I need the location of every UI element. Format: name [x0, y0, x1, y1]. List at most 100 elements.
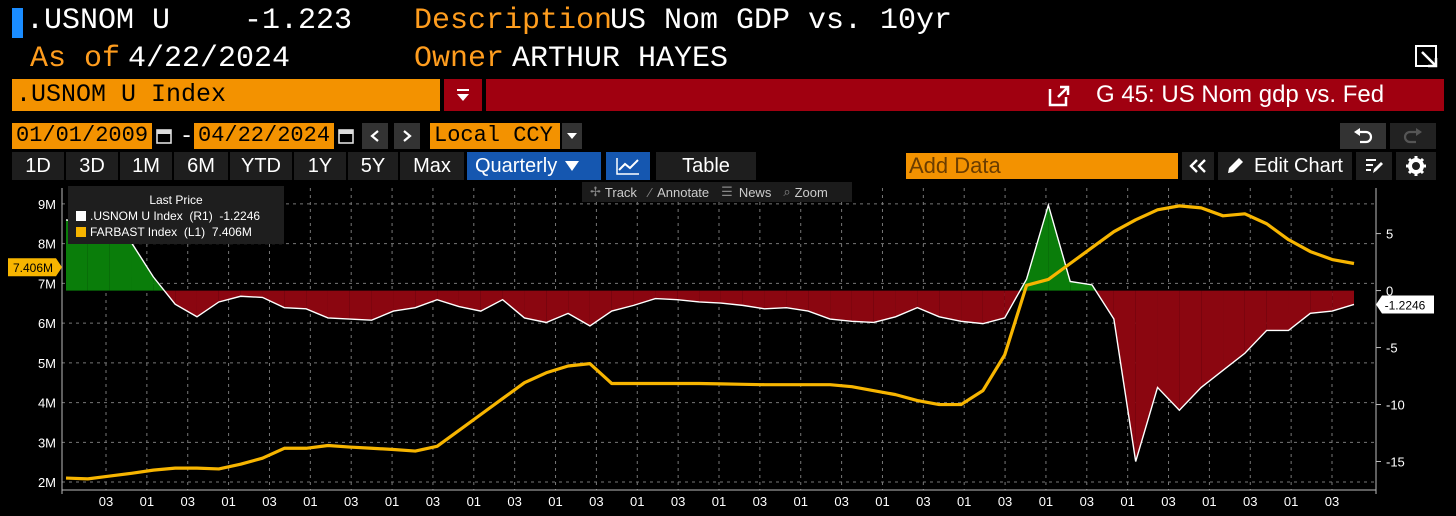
undo-button[interactable] [1340, 123, 1386, 149]
description-label: Description [414, 4, 613, 38]
negative-area [1135, 290, 1158, 462]
x-tick-label: 01 [875, 494, 889, 509]
right-tick-label: -15 [1386, 455, 1405, 470]
positive-area [131, 242, 154, 291]
owner-value: ARTHUR HAYES [512, 42, 729, 76]
left-axis: 9M 8M 7M 6M 5M 4M 3M 2M [38, 188, 63, 494]
negative-area [655, 290, 678, 300]
next-period-button[interactable] [394, 123, 420, 149]
negative-area [873, 290, 896, 323]
x-tick-label: 01 [467, 494, 481, 509]
period-1d-button[interactable]: 1D [12, 152, 64, 180]
gear-icon [1406, 156, 1426, 176]
news-icon: ☰ [721, 184, 733, 199]
negative-area [786, 290, 809, 312]
redo-icon [1403, 128, 1422, 144]
x-tick-label: 03 [834, 494, 848, 509]
x-tick-label: 01 [385, 494, 399, 509]
negative-area [939, 290, 962, 322]
left-tick-label: 6M [38, 316, 56, 331]
left-tick-label: 5M [38, 356, 56, 371]
farbast-last-tag [8, 258, 62, 277]
legend-title: Last Price [149, 193, 203, 207]
right-tick-label: 5 [1386, 227, 1393, 242]
x-tick-label: 01 [548, 494, 562, 509]
crosshair-icon: ✢ [590, 184, 601, 199]
undo-icon [1354, 128, 1373, 144]
table-button[interactable]: Table [656, 152, 756, 180]
positive-area [109, 230, 132, 291]
menu-caret-icon [457, 89, 469, 101]
tool-zoom[interactable]: Zoom [794, 184, 828, 200]
tool-news[interactable]: News [738, 184, 772, 200]
frequency-select[interactable]: Quarterly [467, 152, 601, 180]
x-tick-label: 03 [998, 494, 1012, 509]
negative-area [1266, 290, 1289, 331]
security-field[interactable]: .USNOM U Index [12, 79, 440, 111]
negative-area [764, 290, 787, 309]
period-3d-button[interactable]: 3D [66, 152, 118, 180]
pencil-icon [1228, 158, 1243, 173]
period-1m-button[interactable]: 1M [120, 152, 172, 180]
start-calendar-icon[interactable] [154, 126, 174, 146]
farbast-line [65, 204, 1355, 481]
period-6m-button[interactable]: 6M [174, 152, 228, 180]
prev-period-button[interactable] [362, 123, 388, 149]
legend-item-usnom: .USNOM U Index (R1) -1.2246 [90, 209, 261, 223]
security-dropdown-button[interactable] [444, 79, 482, 111]
chart-area[interactable]: 9M 8M 7M 6M 5M 4M 3M 2M 5 0 -5 -10 -15 03 01 03 01 03 01… [0, 182, 1456, 516]
end-date-input[interactable]: 04/22/2024 [194, 123, 334, 149]
usnom-last-tag [1376, 295, 1434, 314]
x-tick-label: 03 [1161, 494, 1175, 509]
line-chart-button[interactable] [606, 152, 650, 180]
chevron-left-icon [370, 130, 379, 142]
negative-area [1201, 290, 1224, 388]
tool-annotate[interactable]: Annotate [657, 184, 710, 200]
negative-area [677, 290, 700, 302]
farbast-last-value: 7.406M [13, 261, 53, 275]
frequency-label: Quarterly [475, 154, 558, 177]
negative-area [961, 290, 983, 324]
collapse-button[interactable] [1182, 152, 1214, 180]
add-data-placeholder: Add Data [909, 153, 1001, 178]
tool-track[interactable]: Track [604, 184, 637, 200]
chart-legend: Last Price .USNOM U Index (R1) -1.2246 F… [68, 186, 284, 244]
x-tick-label: 01 [1039, 494, 1053, 509]
x-tick-label: 01 [957, 494, 971, 509]
negative-area [218, 290, 241, 302]
x-tick-label: 01 [793, 494, 807, 509]
redo-button[interactable] [1390, 123, 1436, 149]
right-tick-label: 0 [1386, 284, 1393, 299]
negative-area [808, 290, 831, 320]
description-value: US Nom GDP vs. 10yr [610, 4, 953, 38]
x-tick-label: 03 [507, 494, 521, 509]
caret-down-icon [565, 161, 580, 171]
x-tick-label: 01 [1120, 494, 1134, 509]
undock-icon[interactable] [1414, 44, 1442, 72]
chart-title: G 45: US Nom gdp vs. Fed [1096, 81, 1385, 108]
as-of-date: 4/22/2024 [128, 42, 291, 76]
period-max-button[interactable]: Max [400, 152, 464, 180]
settings-button[interactable] [1396, 152, 1436, 180]
end-calendar-icon[interactable] [336, 126, 356, 146]
start-date-input[interactable]: 01/01/2009 [12, 123, 152, 149]
edit-chart-button[interactable]: Edit Chart [1218, 152, 1352, 180]
period-ytd-button[interactable]: YTD [230, 152, 292, 180]
period-1y-button[interactable]: 1Y [294, 152, 346, 180]
add-data-input[interactable]: Add Data [906, 153, 1178, 179]
security-indicator [12, 8, 23, 38]
currency-select[interactable]: Local CCY [430, 123, 560, 149]
negative-area [720, 290, 743, 306]
currency-dropdown-button[interactable] [562, 123, 582, 149]
x-tick-label: 03 [99, 494, 113, 509]
positive-area [1070, 281, 1093, 291]
period-5y-button[interactable]: 5Y [348, 152, 398, 180]
positive-area [1026, 205, 1049, 291]
usnom-last-value: -1.2246 [1385, 299, 1426, 313]
chart-settings-edit-button[interactable] [1356, 152, 1392, 180]
x-tick-label: 03 [180, 494, 194, 509]
launch-icon[interactable] [1046, 83, 1072, 109]
left-tick-label: 7M [38, 276, 56, 291]
legend-item-farbast: FARBAST Index (L1) 7.406M [90, 225, 252, 239]
caret-down-icon [567, 133, 577, 139]
